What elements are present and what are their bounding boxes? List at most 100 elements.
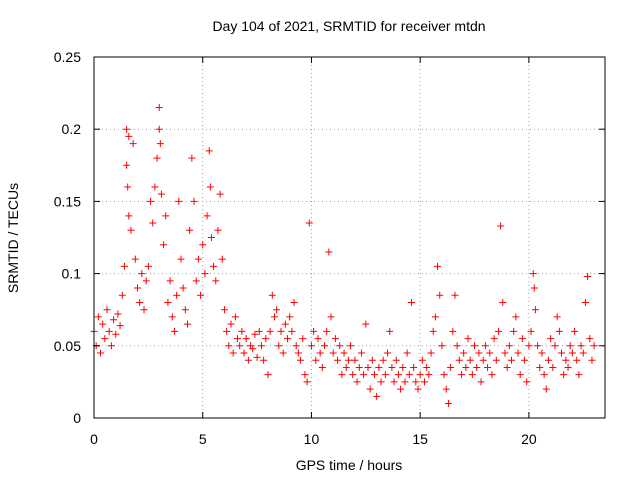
data-point — [353, 378, 361, 386]
data-point — [479, 356, 487, 364]
data-point — [107, 342, 115, 350]
data-point — [164, 298, 172, 306]
data-point — [344, 356, 352, 364]
x-tick-label: 15 — [412, 431, 428, 447]
data-point — [142, 277, 150, 285]
data-point — [394, 371, 402, 379]
data-point — [190, 197, 198, 205]
data-point — [240, 349, 248, 357]
data-point — [210, 262, 218, 270]
x-tick-label: 10 — [304, 431, 320, 447]
x-tick-label: 5 — [199, 431, 207, 447]
data-point — [471, 342, 479, 350]
data-point — [347, 342, 355, 350]
data-point — [553, 313, 561, 321]
data-point — [140, 306, 148, 314]
data-point — [307, 342, 315, 350]
data-point — [220, 306, 228, 314]
data-point — [558, 349, 566, 357]
data-point — [388, 363, 396, 371]
data-point — [573, 356, 581, 364]
data-point — [512, 313, 520, 321]
data-point — [351, 356, 359, 364]
data-point — [199, 241, 207, 249]
data-point — [112, 330, 120, 338]
data-point — [177, 255, 185, 263]
data-point — [423, 363, 431, 371]
data-point — [516, 371, 524, 379]
data-point — [501, 349, 509, 357]
data-point — [571, 327, 579, 335]
data-point — [114, 310, 122, 318]
data-point — [542, 385, 550, 393]
data-point — [444, 400, 452, 408]
data-point — [216, 190, 224, 198]
data-point — [131, 255, 139, 263]
data-point — [355, 363, 363, 371]
data-point — [194, 255, 202, 263]
data-point — [310, 327, 318, 335]
data-point — [157, 190, 165, 198]
data-point — [414, 385, 422, 393]
data-point — [442, 385, 450, 393]
data-point — [531, 306, 539, 314]
data-point — [486, 349, 494, 357]
data-point — [288, 327, 296, 335]
grid — [94, 57, 605, 418]
data-point — [290, 298, 298, 306]
data-point — [566, 342, 574, 350]
data-point — [373, 392, 381, 400]
data-point — [581, 298, 589, 306]
y-tick-label: 0.2 — [62, 121, 82, 137]
data-point — [275, 342, 283, 350]
data-point — [166, 277, 174, 285]
data-point — [234, 335, 242, 343]
data-point — [123, 161, 131, 169]
data-point — [181, 306, 189, 314]
data-point — [357, 349, 365, 357]
data-point — [236, 342, 244, 350]
data-point — [381, 371, 389, 379]
chart-title: Day 104 of 2021, SRMTID for receiver mtd… — [212, 18, 485, 34]
data-point — [477, 378, 485, 386]
data-point — [436, 291, 444, 299]
data-point — [425, 371, 433, 379]
data-point — [255, 327, 263, 335]
data-point — [540, 371, 548, 379]
data-point — [497, 222, 505, 230]
data-point — [466, 356, 474, 364]
data-point — [292, 342, 300, 350]
data-point — [168, 313, 176, 321]
data-point — [377, 378, 385, 386]
data-point — [314, 335, 322, 343]
data-point — [468, 371, 476, 379]
data-point — [110, 316, 118, 324]
data-point — [390, 378, 398, 386]
data-point — [323, 327, 331, 335]
data-point — [392, 356, 400, 364]
data-point — [299, 335, 307, 343]
data-point — [590, 342, 598, 350]
data-point — [266, 327, 274, 335]
data-point — [279, 349, 287, 357]
data-point — [155, 104, 163, 112]
data-point — [155, 125, 163, 133]
data-point — [364, 363, 372, 371]
data-point — [124, 183, 132, 191]
data-point — [260, 356, 268, 364]
data-point — [412, 378, 420, 386]
data-point — [205, 147, 213, 155]
data-point — [490, 335, 498, 343]
data-point — [384, 349, 392, 357]
data-point — [462, 363, 470, 371]
data-point — [214, 226, 222, 234]
data-point — [125, 212, 133, 220]
data-point — [127, 226, 135, 234]
data-point — [460, 349, 468, 357]
data-point — [197, 291, 205, 299]
data-point — [360, 371, 368, 379]
data-point — [129, 140, 137, 148]
data-point — [118, 291, 126, 299]
data-point — [147, 197, 155, 205]
data-points — [90, 104, 598, 408]
